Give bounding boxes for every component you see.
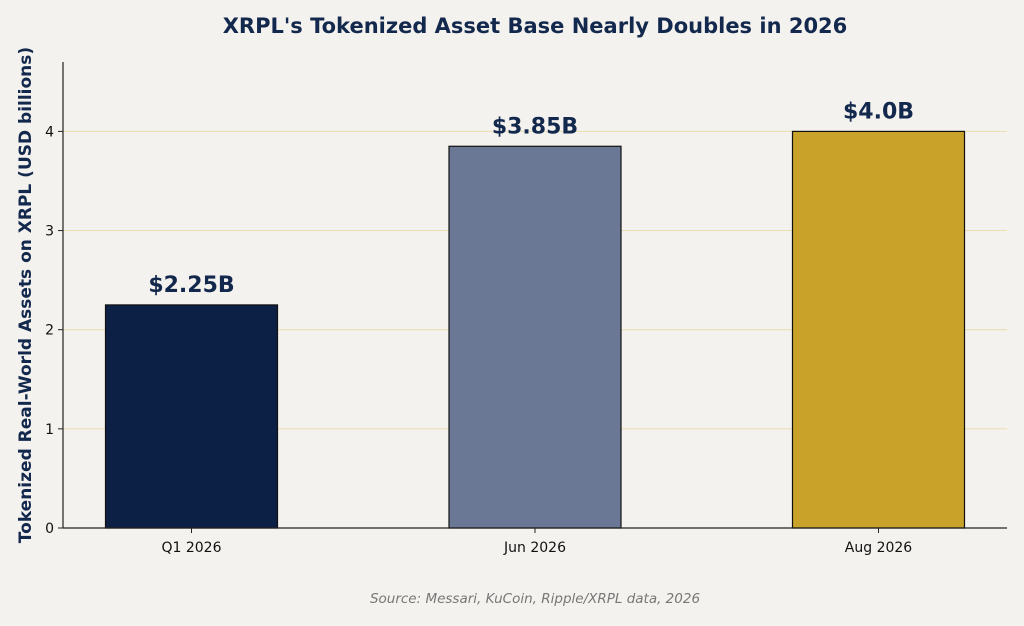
y-axis-label: Tokenized Real-World Assets on XRPL (USD… (16, 47, 36, 543)
bar-value-label: $4.0B (843, 99, 914, 124)
bar-value-label: $3.85B (492, 114, 578, 139)
y-tick-label: 0 (45, 521, 54, 537)
y-tick-label: 1 (45, 422, 54, 438)
y-ticks: 0 1 2 3 4 (45, 124, 63, 537)
x-tick-label: Q1 2026 (161, 540, 221, 556)
x-tick-label: Aug 2026 (845, 540, 913, 556)
y-tick-label: 4 (45, 124, 54, 140)
bar (791, 130, 966, 529)
y-tick-label: 3 (45, 224, 54, 240)
bars (104, 130, 966, 529)
y-tick-label: 2 (45, 323, 54, 339)
bar (104, 304, 279, 529)
bar (448, 145, 622, 529)
chart-title: XRPL's Tokenized Asset Base Nearly Doubl… (223, 14, 848, 38)
source-note: Source: Messari, KuCoin, Ripple/XRPL dat… (370, 591, 700, 607)
bar-value-label: $2.25B (148, 273, 234, 298)
x-ticks: Q1 2026 Jun 2026 Aug 2026 (161, 528, 912, 556)
data-labels: $2.25B $3.85B $4.0B (148, 99, 914, 298)
x-tick-label: Jun 2026 (503, 540, 566, 556)
